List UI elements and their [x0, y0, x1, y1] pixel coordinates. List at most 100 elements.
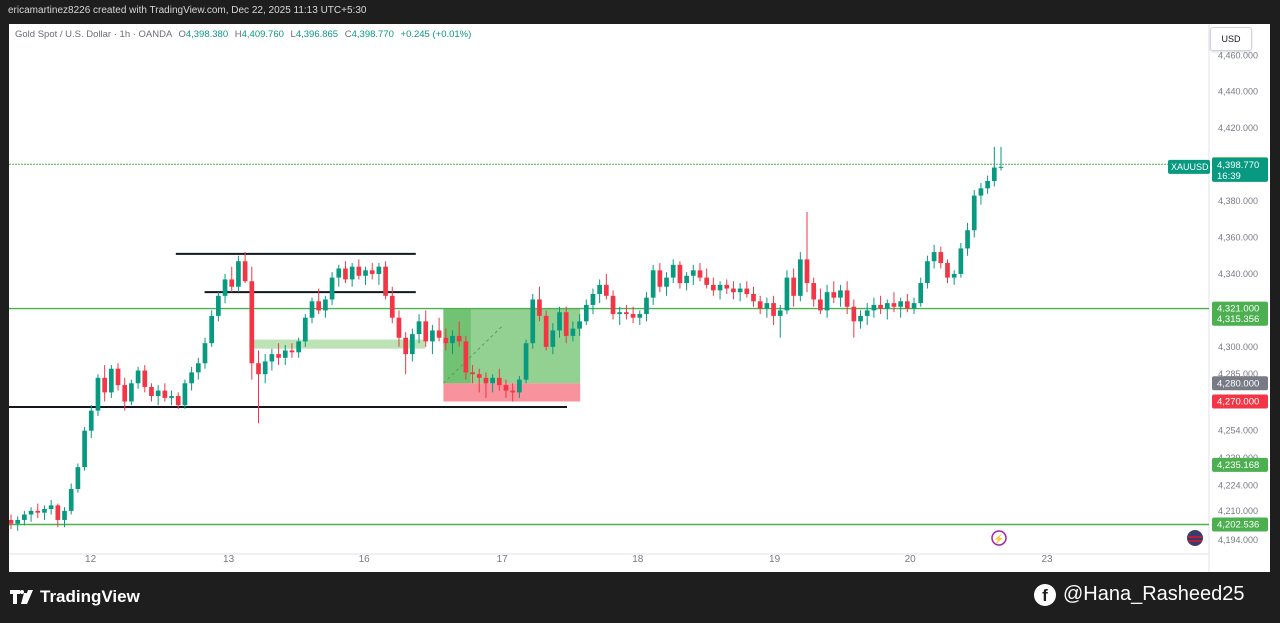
price-label-text: 4,270.000 — [1217, 397, 1259, 408]
candle-body — [891, 303, 897, 307]
candle-body — [878, 304, 883, 309]
price-label-stop — [1212, 394, 1268, 409]
candle-body — [403, 337, 409, 355]
y-tick-label: 4,420.000 — [1218, 123, 1258, 133]
candle-body — [563, 312, 569, 336]
price-chart[interactable]: 4,460.000 4,440.000 4,420.000 4,380.000 4,36… — [9, 24, 1270, 572]
us-flag-stripe — [1188, 540, 1202, 542]
candle-body — [704, 277, 710, 285]
candle-body — [423, 321, 429, 342]
candle-body — [577, 321, 582, 329]
high-label: H — [234, 29, 242, 40]
candle-body — [530, 299, 536, 344]
candle-body — [838, 290, 843, 298]
candle-body — [871, 304, 877, 311]
candle-body — [537, 299, 542, 316]
ohlc-legend: Gold Spot / U.S. Dollar · 1h · OANDA O4,… — [15, 29, 471, 40]
candle-body — [650, 270, 656, 298]
price-label-text: 4,315.356 — [1217, 314, 1259, 325]
lightning-icon — [991, 530, 1007, 546]
y-tick-label: 4,340.000 — [1218, 269, 1258, 279]
candle-body — [282, 350, 288, 358]
candle-body — [430, 330, 435, 342]
candle-body — [818, 299, 823, 311]
candle-body — [490, 377, 495, 384]
candle-body — [637, 314, 643, 318]
candle-body — [363, 270, 368, 276]
candle-body — [965, 230, 970, 249]
candle-body — [670, 264, 676, 278]
currency-button[interactable]: USD — [1210, 27, 1252, 51]
candle-body — [510, 390, 516, 393]
top-bar: ericamartinez8226 created with TradingVi… — [0, 0, 1280, 24]
candle-body — [543, 315, 549, 347]
candle-body — [858, 315, 863, 322]
price-label-text: 4,202.536 — [1217, 520, 1259, 531]
candle-body — [62, 510, 67, 520]
zone-demand — [251, 339, 426, 349]
price-label-last — [1212, 157, 1268, 182]
candle-body — [784, 277, 790, 311]
candle-body — [175, 396, 181, 406]
price-label-text: 4,398.770 — [1217, 160, 1259, 171]
candle-body — [998, 166, 1004, 168]
candle-body — [503, 385, 509, 391]
candle-body — [476, 374, 482, 378]
candle-body — [169, 396, 174, 398]
candle-body — [48, 505, 54, 510]
candle-body — [898, 301, 904, 307]
price-label-level — [1212, 311, 1268, 326]
candle-body — [724, 284, 730, 289]
candle-body — [771, 303, 776, 316]
candle-body — [664, 277, 669, 287]
candle-body — [329, 277, 335, 300]
candle-body — [644, 297, 649, 315]
candle-body — [15, 519, 21, 524]
low-value: 4,396.865 — [295, 29, 339, 40]
price-label-level — [1212, 457, 1268, 472]
candle-body — [195, 363, 201, 373]
social-credit: f @Hana_Rasheed25 — [1034, 583, 1245, 606]
price-label-text: 4,280.000 — [1217, 378, 1259, 389]
candle-body — [189, 372, 194, 384]
candle-body — [269, 354, 275, 362]
candle-body — [985, 181, 990, 189]
us-flag-stripe — [1188, 536, 1202, 538]
candle-body — [242, 261, 248, 282]
candle-body — [630, 314, 636, 318]
candle-body — [603, 284, 609, 296]
candle-body — [717, 284, 723, 291]
candle-body — [95, 377, 101, 411]
candle-body — [824, 292, 830, 311]
candle-body — [276, 354, 281, 358]
price-label-text: 4,235.168 — [1217, 460, 1259, 471]
candle-body — [597, 284, 602, 294]
candle-body — [463, 341, 469, 373]
price-label-text: 4,321.000 — [1217, 304, 1259, 315]
candle-body — [557, 312, 562, 331]
social-handle: @Hana_Rasheed25 — [1063, 583, 1245, 605]
chart-frame[interactable]: 4,460.000 4,440.000 4,420.000 4,380.000 4,36… — [9, 24, 1270, 572]
candle-body — [383, 266, 388, 296]
candle-body — [129, 383, 134, 402]
candle-body — [570, 328, 576, 336]
candle-body — [410, 334, 415, 355]
y-tick-label: 4,360.000 — [1218, 233, 1258, 243]
candle-body — [945, 263, 950, 278]
tradingview-brand: TradingView — [40, 587, 140, 606]
candle-body — [804, 259, 810, 284]
y-tick-label: 4,254.000 — [1218, 426, 1258, 436]
y-tick-label: 4,194.000 — [1218, 535, 1258, 545]
candle-body — [155, 390, 161, 397]
created-by-text: ericamartinez8226 created with TradingVi… — [8, 5, 367, 16]
candle-body — [22, 514, 27, 520]
tradingview-logo[interactable]: TradingView — [10, 587, 140, 607]
candle-body — [496, 377, 502, 386]
candle-body — [249, 281, 255, 364]
candle-body — [9, 519, 14, 524]
facebook-icon: f — [1034, 583, 1056, 606]
candle-body — [523, 343, 529, 380]
candle-body — [75, 467, 81, 489]
candle-body — [951, 273, 957, 278]
candle-body — [55, 505, 61, 520]
